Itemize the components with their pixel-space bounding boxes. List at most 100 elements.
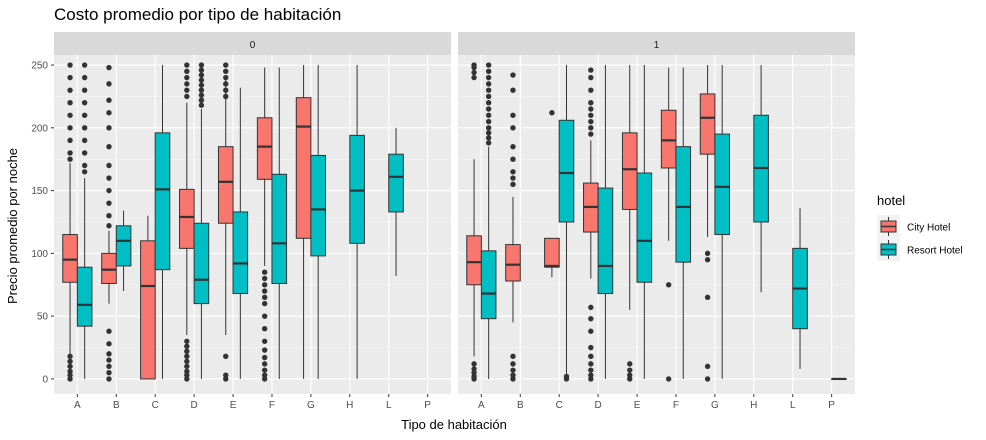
x-tick-label: F: [269, 400, 275, 411]
outlier-point: [67, 125, 73, 131]
box-B-city: [101, 64, 117, 382]
outlier-point: [261, 361, 268, 367]
outlier-point: [588, 74, 594, 81]
outlier-point: [510, 143, 516, 150]
outlier-point: [471, 74, 477, 81]
box-F-resort: [675, 67, 692, 379]
outlier-point: [665, 282, 672, 288]
outlier-point: [198, 72, 205, 78]
outlier-point: [223, 372, 229, 378]
outlier-point: [588, 118, 594, 125]
outlier-point: [106, 110, 112, 116]
outlier-point: [223, 87, 229, 93]
outlier-point: [485, 100, 492, 106]
outlier-point: [184, 74, 190, 81]
box-body: [295, 97, 312, 239]
outlier-point: [184, 93, 190, 100]
outlier-point: [510, 125, 516, 131]
box-B-city: [505, 72, 521, 382]
box-body: [154, 132, 171, 271]
box-body: [101, 252, 117, 285]
box-body: [621, 132, 638, 210]
outlier-point: [106, 223, 112, 229]
outlier-point: [198, 87, 205, 93]
outlier-point: [510, 87, 516, 93]
outlier-point: [223, 376, 229, 382]
box-body: [271, 173, 288, 285]
box-body: [388, 153, 404, 213]
outlier-point: [485, 81, 492, 87]
outlier-point: [81, 162, 88, 169]
outlier-point: [67, 372, 73, 378]
outlier-point: [67, 74, 73, 81]
outlier-point: [627, 376, 633, 382]
outlier-point: [588, 106, 594, 112]
x-tick-label: G: [711, 400, 719, 411]
box-D-city: [583, 67, 599, 382]
box-E-resort: [636, 65, 653, 379]
outlier-point: [261, 294, 268, 301]
outlier-point: [198, 67, 205, 73]
outlier-point: [184, 358, 190, 365]
box-body: [597, 187, 614, 295]
outlier-point: [510, 72, 516, 78]
box-body: [714, 133, 730, 236]
outlier-point: [81, 169, 88, 175]
y-tick-label: 100: [31, 249, 48, 260]
outlier-point: [485, 140, 492, 146]
box-C-city: [140, 215, 156, 380]
outlier-point: [198, 77, 205, 83]
outlier-point: [198, 82, 205, 88]
outlier-point: [67, 363, 73, 370]
box-body: [256, 117, 273, 180]
box-body: [193, 222, 210, 305]
outlier-point: [106, 175, 112, 181]
outlier-point: [67, 137, 73, 144]
box-L-resort: [792, 208, 808, 369]
outlier-point: [106, 357, 112, 363]
outlier-point: [106, 162, 112, 169]
box-body: [544, 237, 560, 268]
x-tick-label: L: [386, 400, 392, 411]
outlier-point: [510, 169, 516, 175]
outlier-point: [184, 68, 190, 75]
outlier-point: [665, 376, 672, 382]
panel-background: [458, 55, 855, 394]
box-A-city: [466, 62, 482, 382]
x-tick-label: A: [74, 400, 81, 411]
x-tick-label: C: [556, 400, 563, 411]
x-tick-label: H: [750, 400, 757, 411]
outlier-point: [67, 150, 73, 156]
outlier-point: [627, 372, 633, 378]
box-body: [115, 225, 132, 267]
outlier-point: [106, 351, 112, 357]
box-C-resort: [154, 65, 171, 379]
outlier-point: [67, 100, 73, 106]
box-B-resort: [115, 210, 132, 292]
legend: hotel City Hotel Resort Hotel: [877, 193, 963, 261]
outlier-point: [588, 100, 594, 106]
box-L-resort: [388, 127, 404, 276]
box-body: [636, 172, 653, 283]
outlier-point: [106, 363, 112, 370]
x-axis-title: Tipo de habitación: [401, 417, 507, 432]
outlier-point: [106, 328, 112, 334]
outlier-point: [704, 376, 711, 382]
box-E-city: [217, 62, 234, 382]
box-H-resort: [349, 65, 365, 379]
outlier-point: [588, 315, 594, 322]
box-F-city: [660, 67, 677, 382]
outlier-point: [485, 118, 492, 125]
box-D-resort: [193, 62, 210, 379]
outlier-point: [510, 112, 516, 118]
outlier-point: [588, 344, 594, 351]
outlier-point: [81, 74, 88, 81]
box-H-resort: [753, 65, 769, 293]
outlier-point: [471, 62, 477, 68]
facet-strip-label: 0: [250, 40, 256, 51]
outlier-point: [510, 175, 516, 181]
outlier-point: [261, 288, 268, 294]
outlier-point: [261, 275, 268, 282]
box-body: [62, 234, 78, 283]
outlier-point: [106, 143, 112, 150]
